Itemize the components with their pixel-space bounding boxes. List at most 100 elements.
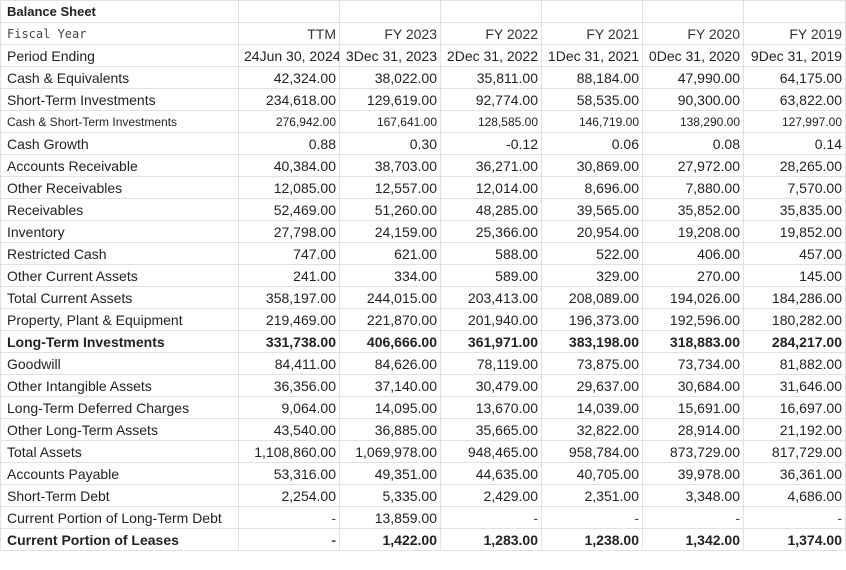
value-cell[interactable]: 145.00 bbox=[743, 264, 846, 287]
period-cell[interactable]: 2Dec 31, 2022 bbox=[440, 44, 542, 67]
period-cell[interactable]: 1Dec 31, 2021 bbox=[541, 44, 643, 67]
row-label[interactable]: Cash & Short-Term Investments bbox=[0, 110, 239, 133]
value-cell[interactable]: 37,140.00 bbox=[339, 374, 441, 397]
row-label[interactable]: Property, Plant & Equipment bbox=[0, 308, 239, 331]
value-cell[interactable]: 208,089.00 bbox=[541, 286, 643, 309]
column-header[interactable]: FY 2019 bbox=[743, 22, 846, 45]
value-cell[interactable]: 588.00 bbox=[440, 242, 542, 265]
value-cell[interactable]: 817,729.00 bbox=[743, 440, 846, 463]
value-cell[interactable]: 958,784.00 bbox=[541, 440, 643, 463]
value-cell[interactable]: 219,469.00 bbox=[238, 308, 340, 331]
value-cell[interactable]: -0.12 bbox=[440, 132, 542, 155]
value-cell[interactable]: 35,811.00 bbox=[440, 66, 542, 89]
value-cell[interactable]: 873,729.00 bbox=[642, 440, 744, 463]
row-label[interactable]: Short-Term Debt bbox=[0, 484, 239, 507]
value-cell[interactable]: 196,373.00 bbox=[541, 308, 643, 331]
value-cell[interactable]: 138,290.00 bbox=[642, 110, 744, 133]
value-cell[interactable]: 25,366.00 bbox=[440, 220, 542, 243]
row-label[interactable]: Short-Term Investments bbox=[0, 88, 239, 111]
value-cell[interactable]: 221,870.00 bbox=[339, 308, 441, 331]
value-cell[interactable]: 0.30 bbox=[339, 132, 441, 155]
value-cell[interactable]: 1,069,978.00 bbox=[339, 440, 441, 463]
value-cell[interactable]: 19,852.00 bbox=[743, 220, 846, 243]
value-cell[interactable]: 457.00 bbox=[743, 242, 846, 265]
value-cell[interactable]: 1,108,860.00 bbox=[238, 440, 340, 463]
value-cell[interactable]: 8,696.00 bbox=[541, 176, 643, 199]
value-cell[interactable]: 30,869.00 bbox=[541, 154, 643, 177]
row-label[interactable]: Long-Term Investments bbox=[0, 330, 239, 353]
value-cell[interactable]: 2,351.00 bbox=[541, 484, 643, 507]
value-cell[interactable]: 21,192.00 bbox=[743, 418, 846, 441]
row-label[interactable]: Accounts Payable bbox=[0, 462, 239, 485]
row-label[interactable]: Restricted Cash bbox=[0, 242, 239, 265]
value-cell[interactable]: 167,641.00 bbox=[339, 110, 441, 133]
value-cell[interactable]: 589.00 bbox=[440, 264, 542, 287]
column-header[interactable]: FY 2020 bbox=[642, 22, 744, 45]
period-cell[interactable]: 3Dec 31, 2023 bbox=[339, 44, 441, 67]
value-cell[interactable]: 244,015.00 bbox=[339, 286, 441, 309]
value-cell[interactable]: - bbox=[743, 506, 846, 529]
row-label[interactable]: Other Intangible Assets bbox=[0, 374, 239, 397]
value-cell[interactable]: 146,719.00 bbox=[541, 110, 643, 133]
value-cell[interactable]: 747.00 bbox=[238, 242, 340, 265]
value-cell[interactable]: 522.00 bbox=[541, 242, 643, 265]
value-cell[interactable]: 0.14 bbox=[743, 132, 846, 155]
value-cell[interactable]: 383,198.00 bbox=[541, 330, 643, 353]
value-cell[interactable]: 2,254.00 bbox=[238, 484, 340, 507]
period-cell[interactable]: 9Dec 31, 2019 bbox=[743, 44, 846, 67]
value-cell[interactable]: 1,374.00 bbox=[743, 528, 846, 551]
period-cell[interactable]: 24Jun 30, 2024 bbox=[238, 44, 340, 67]
value-cell[interactable]: 49,351.00 bbox=[339, 462, 441, 485]
row-label[interactable]: Other Receivables bbox=[0, 176, 239, 199]
value-cell[interactable]: 406.00 bbox=[642, 242, 744, 265]
value-cell[interactable]: 14,039.00 bbox=[541, 396, 643, 419]
value-cell[interactable]: 39,978.00 bbox=[642, 462, 744, 485]
value-cell[interactable]: 53,316.00 bbox=[238, 462, 340, 485]
value-cell[interactable]: 40,384.00 bbox=[238, 154, 340, 177]
value-cell[interactable]: 331,738.00 bbox=[238, 330, 340, 353]
value-cell[interactable]: 64,175.00 bbox=[743, 66, 846, 89]
value-cell[interactable]: 194,026.00 bbox=[642, 286, 744, 309]
value-cell[interactable]: 47,990.00 bbox=[642, 66, 744, 89]
value-cell[interactable]: 12,085.00 bbox=[238, 176, 340, 199]
fiscal-year-label[interactable]: Fiscal Year bbox=[0, 22, 239, 45]
period-ending-label[interactable]: Period Ending bbox=[0, 44, 239, 67]
row-label[interactable]: Other Current Assets bbox=[0, 264, 239, 287]
value-cell[interactable]: 16,697.00 bbox=[743, 396, 846, 419]
value-cell[interactable]: 127,997.00 bbox=[743, 110, 846, 133]
value-cell[interactable]: - bbox=[238, 528, 340, 551]
value-cell[interactable]: 84,411.00 bbox=[238, 352, 340, 375]
column-header[interactable]: FY 2022 bbox=[440, 22, 542, 45]
value-cell[interactable]: 0.88 bbox=[238, 132, 340, 155]
value-cell[interactable]: 36,361.00 bbox=[743, 462, 846, 485]
value-cell[interactable]: 129,619.00 bbox=[339, 88, 441, 111]
value-cell[interactable]: 19,208.00 bbox=[642, 220, 744, 243]
value-cell[interactable]: 13,859.00 bbox=[339, 506, 441, 529]
value-cell[interactable]: 5,335.00 bbox=[339, 484, 441, 507]
value-cell[interactable]: 2,429.00 bbox=[440, 484, 542, 507]
value-cell[interactable]: 35,835.00 bbox=[743, 198, 846, 221]
value-cell[interactable]: 88,184.00 bbox=[541, 66, 643, 89]
value-cell[interactable]: - bbox=[541, 506, 643, 529]
value-cell[interactable]: 32,822.00 bbox=[541, 418, 643, 441]
column-header[interactable]: FY 2021 bbox=[541, 22, 643, 45]
value-cell[interactable]: 3,348.00 bbox=[642, 484, 744, 507]
value-cell[interactable]: 36,885.00 bbox=[339, 418, 441, 441]
value-cell[interactable]: 234,618.00 bbox=[238, 88, 340, 111]
value-cell[interactable]: 90,300.00 bbox=[642, 88, 744, 111]
value-cell[interactable]: 58,535.00 bbox=[541, 88, 643, 111]
value-cell[interactable]: 7,570.00 bbox=[743, 176, 846, 199]
value-cell[interactable]: 12,014.00 bbox=[440, 176, 542, 199]
value-cell[interactable]: 73,734.00 bbox=[642, 352, 744, 375]
value-cell[interactable]: 43,540.00 bbox=[238, 418, 340, 441]
value-cell[interactable]: 92,774.00 bbox=[440, 88, 542, 111]
cell[interactable] bbox=[238, 0, 340, 23]
column-header[interactable]: TTM bbox=[238, 22, 340, 45]
row-label[interactable]: Other Long-Term Assets bbox=[0, 418, 239, 441]
row-label[interactable]: Total Assets bbox=[0, 440, 239, 463]
value-cell[interactable]: 276,942.00 bbox=[238, 110, 340, 133]
cell[interactable] bbox=[541, 0, 643, 23]
value-cell[interactable]: 73,875.00 bbox=[541, 352, 643, 375]
row-label[interactable]: Current Portion of Long-Term Debt bbox=[0, 506, 239, 529]
value-cell[interactable]: 201,940.00 bbox=[440, 308, 542, 331]
